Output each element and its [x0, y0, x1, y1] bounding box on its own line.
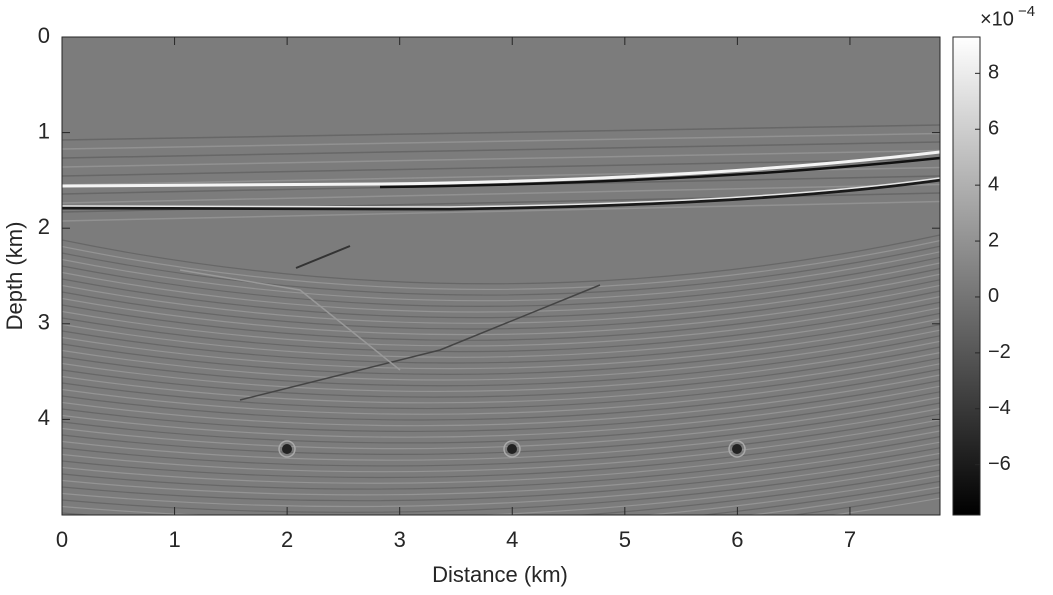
reflector	[62, 149, 940, 168]
reflector	[62, 424, 940, 479]
bright-horizon	[62, 150, 940, 188]
reflector	[62, 301, 940, 353]
y-tick-label: 3	[38, 310, 50, 335]
reflector	[62, 141, 940, 159]
colorbar-tick-label: −4	[988, 397, 1011, 419]
colorbar-multiplier: ×10	[980, 8, 1014, 30]
reflector	[62, 340, 940, 393]
reflector	[698, 480, 940, 515]
reflector	[62, 234, 940, 285]
reflector	[62, 413, 940, 467]
reflector	[62, 430, 940, 484]
reflector	[62, 307, 940, 358]
x-tick-label: 3	[394, 527, 406, 552]
reflector	[62, 183, 940, 204]
reflector	[62, 290, 940, 341]
x-tick-label: 6	[731, 527, 743, 552]
reflector	[62, 469, 940, 515]
reflector	[62, 346, 940, 398]
reflector	[62, 318, 940, 370]
x-tick-label: 2	[281, 527, 293, 552]
colorbar-exponent: −4	[1018, 3, 1035, 20]
y-tick-label: 1	[38, 118, 50, 143]
plot-frame	[61, 36, 941, 516]
x-axis-label: Distance (km)	[432, 562, 568, 587]
reflector	[62, 391, 940, 444]
reflector	[62, 324, 940, 375]
colorbar-tick-label: 4	[988, 173, 999, 195]
fault	[179, 269, 401, 371]
reflector	[62, 273, 940, 324]
reflector	[62, 380, 940, 433]
diffractor	[282, 444, 292, 454]
diffractor	[728, 440, 746, 458]
reflector	[62, 368, 940, 421]
reflector	[62, 251, 940, 302]
reflector	[62, 436, 940, 490]
x-tick-label: 7	[844, 527, 856, 552]
seismic-image	[62, 37, 940, 515]
y-tick-label: 0	[38, 23, 50, 48]
reflector	[62, 268, 940, 319]
reflector	[62, 441, 940, 496]
reflector	[62, 312, 940, 364]
reflector	[62, 352, 940, 404]
x-tick-label: 5	[619, 527, 631, 552]
reflector	[62, 357, 940, 410]
reflector	[62, 124, 940, 141]
reflector	[62, 447, 940, 502]
reflector	[62, 458, 940, 513]
reflector	[62, 279, 940, 330]
diffractor	[503, 440, 521, 458]
reflector	[62, 402, 940, 455]
reflector	[62, 452, 940, 508]
reflector	[62, 200, 940, 222]
reflector	[62, 262, 940, 313]
y-tick-label: 4	[38, 405, 50, 430]
reflector	[62, 240, 940, 290]
reflector	[62, 284, 940, 336]
reflector	[62, 408, 940, 461]
colorbar-tick-label: 0	[988, 285, 999, 307]
reflector	[62, 329, 940, 381]
fault	[295, 245, 351, 269]
dark-horizon	[62, 178, 940, 211]
bright-horizon	[62, 177, 940, 208]
reflector	[62, 419, 940, 473]
diffractor	[507, 444, 517, 454]
x-tick-label: 4	[506, 527, 518, 552]
reflector	[62, 396, 940, 450]
colorbar-tick-label: 2	[988, 229, 999, 251]
reflector	[62, 374, 940, 427]
y-tick-label: 2	[38, 214, 50, 239]
reflector	[62, 132, 940, 150]
reflector	[62, 256, 940, 307]
reflector	[62, 385, 940, 438]
x-tick-label: 1	[168, 527, 180, 552]
reflector	[62, 158, 940, 177]
colorbar-tick-label: 8	[988, 62, 999, 84]
diffractor	[278, 440, 296, 458]
reflector	[62, 245, 940, 296]
colorbar	[952, 36, 981, 516]
reflector	[62, 363, 940, 415]
reflector	[643, 475, 940, 515]
colorbar-tick-label: 6	[988, 118, 999, 140]
dark-horizon	[379, 156, 940, 189]
reflector	[746, 486, 940, 515]
colorbar-tick-label: −2	[988, 341, 1011, 363]
reflector	[62, 335, 940, 387]
reflector	[790, 492, 940, 515]
x-tick-label: 0	[56, 527, 68, 552]
y-axis-label: Depth (km)	[2, 222, 27, 331]
reflector	[62, 296, 940, 347]
colorbar-tick-label: −6	[988, 453, 1011, 475]
fault	[239, 284, 601, 401]
diffractor	[732, 444, 742, 454]
